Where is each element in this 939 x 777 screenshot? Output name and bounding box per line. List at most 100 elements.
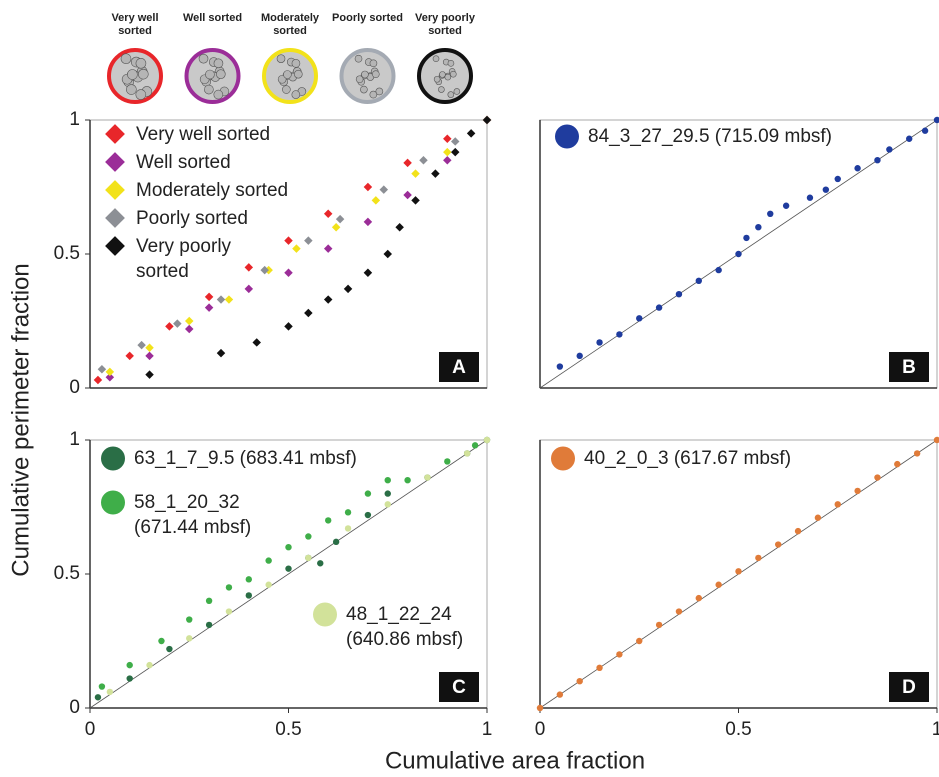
point [98,683,106,690]
point [379,185,389,194]
legend-marker [105,180,125,200]
grain [453,88,461,95]
point [225,608,233,615]
point [363,182,373,192]
point [216,348,226,358]
grain [447,91,455,98]
point [715,581,722,588]
grain [204,84,214,95]
point [735,568,742,575]
point [443,155,452,165]
point [616,651,623,658]
legend-label: Very poorly sorted [136,236,232,282]
y-tick-label: 0 [69,697,80,718]
point [252,338,261,347]
point [556,691,564,698]
legend-entry: Very well sorted [100,122,270,147]
legend-label: 48_1_22_24 (640.86 mbsf) [346,604,464,650]
point [325,517,332,524]
point [323,244,333,253]
point [383,249,392,259]
legend-label: Poorly sorted [136,208,248,229]
legend-symbol [105,152,125,172]
point [483,436,491,444]
grain [126,84,137,95]
point [775,541,782,548]
point [450,137,460,146]
point [126,661,133,669]
point [431,169,440,178]
point [794,527,802,535]
legend-label: 40_2_0_3 (617.67 mbsf) [584,448,792,469]
point [814,514,822,521]
point [384,490,391,497]
legend-marker [555,124,579,149]
point [158,637,165,645]
legend-symbol [313,602,337,627]
point [332,538,340,546]
y-tick-label: 0 [69,377,80,398]
point [404,477,411,484]
point [260,265,269,275]
legend-label: 84_3_27_29.5 (715.09 mbsf) [588,126,833,147]
point [874,157,881,164]
point [245,592,252,599]
point [636,637,643,645]
y-axis-label: Cumulative perimeter fraction [7,263,34,576]
point [471,442,479,449]
point [244,263,254,272]
point [245,576,252,583]
sorting-label: Poorly sorted [332,12,403,24]
point [419,155,428,165]
legend-marker [105,236,125,256]
legend-label: 58_1_20_32 (671.44 mbsf) [134,492,252,538]
x-tick-label: 1 [482,719,493,740]
point [105,367,115,377]
sorting-label: Moderately sorted [260,12,320,37]
point [125,351,134,361]
grain [291,90,301,99]
point [284,322,293,331]
point [126,675,133,682]
grain [135,58,147,69]
point [93,375,103,385]
point [403,190,412,200]
grain [355,75,364,84]
grain [216,69,226,79]
legend-entry: 58_1_20_32 (671.44 mbsf) [98,490,284,540]
point [536,704,544,712]
point [655,304,663,311]
point [576,678,583,685]
panel-label: B [902,357,916,378]
point [335,214,345,224]
point [395,222,404,232]
x-tick-label: 0.5 [725,719,751,740]
point [675,608,683,615]
point [185,324,194,334]
point [344,509,352,516]
point [265,557,272,564]
point [205,621,213,629]
legend-marker [105,124,125,144]
point [782,202,790,209]
legend-symbol [101,490,125,515]
x-tick-label: 0 [85,719,96,740]
panel-label-box [889,672,929,702]
point [305,554,312,562]
grain [294,69,303,79]
point [165,322,174,331]
legend-symbol [555,124,579,149]
point [616,331,623,338]
point [755,554,762,562]
grain [361,70,369,79]
point [411,169,420,178]
point [317,560,324,567]
grain [135,89,147,100]
point [185,316,194,326]
point [466,129,476,138]
panel-label-box [439,352,479,382]
sorting-label: Well sorted [182,12,243,24]
legend-label: Well sorted [136,152,231,173]
legend-entry: 84_3_27_29.5 (715.09 mbsf) [552,124,832,149]
point [735,250,742,258]
